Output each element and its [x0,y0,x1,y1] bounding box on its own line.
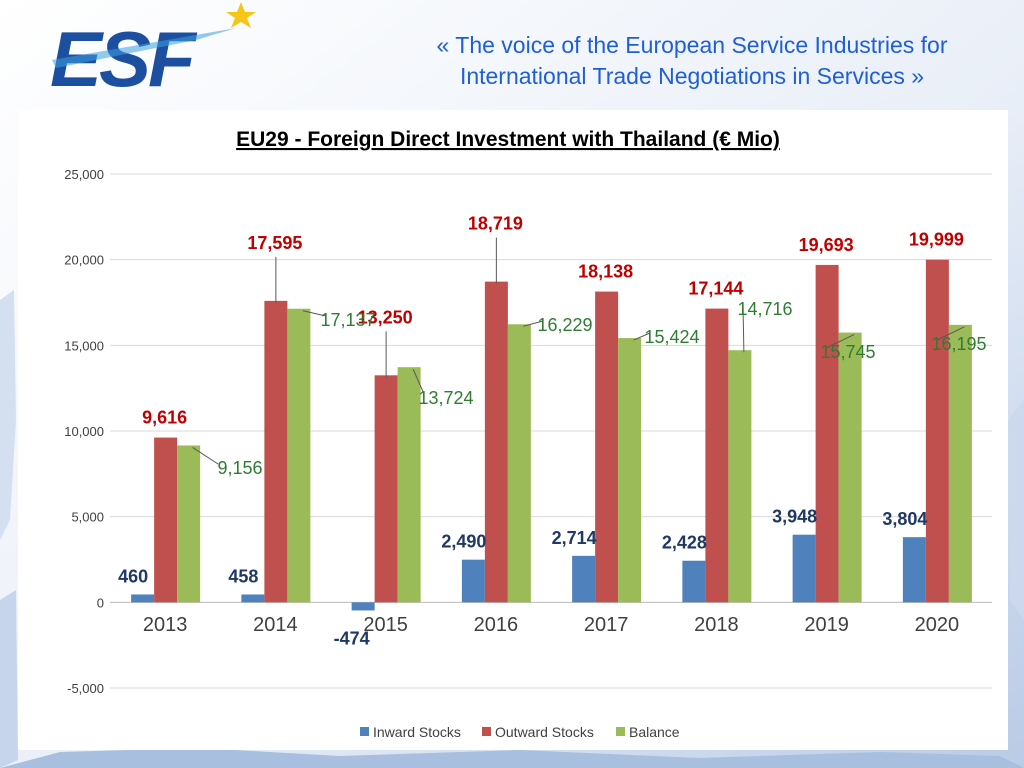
balance-leader-line [825,334,855,349]
y-tick-label: 0 [97,595,104,610]
balance-leader-line [633,332,651,341]
balance-leader-line [523,320,544,327]
balance-leader-line [192,447,219,465]
y-tick-label: 20,000 [64,253,104,268]
balance-data-label: 17,137 [320,310,375,330]
outward-data-label: 17,595 [247,233,302,253]
balance-bar [618,338,642,603]
outward-data-label: 19,999 [909,230,964,250]
balance-data-label: 15,745 [820,342,875,362]
legend-label: Balance [629,724,680,740]
x-tick-label: 2015 [363,614,408,636]
balance-data-label: 15,424 [644,327,699,347]
y-tick-label: 5,000 [71,510,104,525]
balance-data-label: 16,195 [931,334,986,354]
y-tick-label: 25,000 [64,167,104,182]
balance-bar [838,332,862,603]
star-icon [226,2,256,28]
esf-logo: ESF [50,2,256,95]
balance-leader-line [742,304,745,353]
outward-data-label: 17,144 [688,279,743,299]
outward-bar [264,300,288,603]
balance-leader-line [412,368,425,395]
outward-bar [154,437,178,603]
balance-bar [397,367,421,603]
outward-bar [705,308,729,603]
balance-bar [177,445,201,603]
inward-bar [351,602,375,611]
legend-swatch [482,727,491,736]
outward-bar [925,259,949,603]
y-tick-label: 10,000 [64,424,104,439]
inward-bar [902,537,926,603]
legend-swatch [616,727,625,736]
outward-bar [484,281,508,603]
inward-data-label: 2,714 [552,528,597,548]
svg-text:ESF: ESF [50,15,198,95]
legend-label: Inward Stocks [373,724,461,740]
x-tick-label: 2017 [584,614,629,636]
inward-bar [682,560,706,603]
x-tick-label: 2013 [143,614,188,636]
x-tick-label: 2020 [915,614,960,636]
x-tick-label: 2019 [804,614,849,636]
balance-leader-line [936,326,965,341]
legend-swatch [360,727,369,736]
inward-bar [241,594,265,603]
inward-data-label: 3,948 [772,507,817,527]
outward-bar [374,375,398,603]
tagline-line-2: International Trade Negotiations in Serv… [459,63,925,89]
y-tick-label: 15,000 [64,338,104,353]
outward-data-label: 19,693 [799,235,854,255]
inward-bar [461,559,485,603]
inward-bar [131,594,155,603]
balance-bar [728,350,752,603]
outward-data-label: 9,616 [142,408,187,428]
outward-bar [815,264,839,603]
tagline: « The voice of the European Service Indu… [372,30,1012,92]
inward-data-label: 460 [118,566,148,586]
x-tick-label: 2016 [474,614,519,636]
balance-data-label: 14,716 [737,299,792,319]
inward-data-label: 2,490 [441,532,486,552]
balance-data-label: 16,229 [537,315,592,335]
outward-data-label: 18,719 [468,214,523,234]
balance-bar [287,308,311,603]
inward-data-label: 458 [228,566,258,586]
y-tick-label: -5,000 [67,681,104,696]
outward-data-label: 13,250 [358,307,413,327]
x-tick-label: 2018 [694,614,739,636]
tagline-line-1: « The voice of the European Service Indu… [436,32,948,58]
inward-bar [572,555,596,603]
inward-data-label: -474 [334,628,370,648]
legend-label: Outward Stocks [495,724,594,740]
balance-data-label: 9,156 [217,458,262,478]
inward-bar [792,534,816,603]
balance-leader-line [302,310,327,317]
inward-data-label: 2,428 [662,533,707,553]
balance-bar [507,324,531,603]
outward-bar [595,291,619,603]
outward-data-label: 18,138 [578,262,633,282]
inward-data-label: 3,804 [882,509,927,529]
balance-data-label: 13,724 [418,388,473,408]
x-tick-label: 2014 [253,614,298,636]
chart-title: EU29 - Foreign Direct Investment with Th… [236,128,780,151]
balance-bar [948,324,972,603]
